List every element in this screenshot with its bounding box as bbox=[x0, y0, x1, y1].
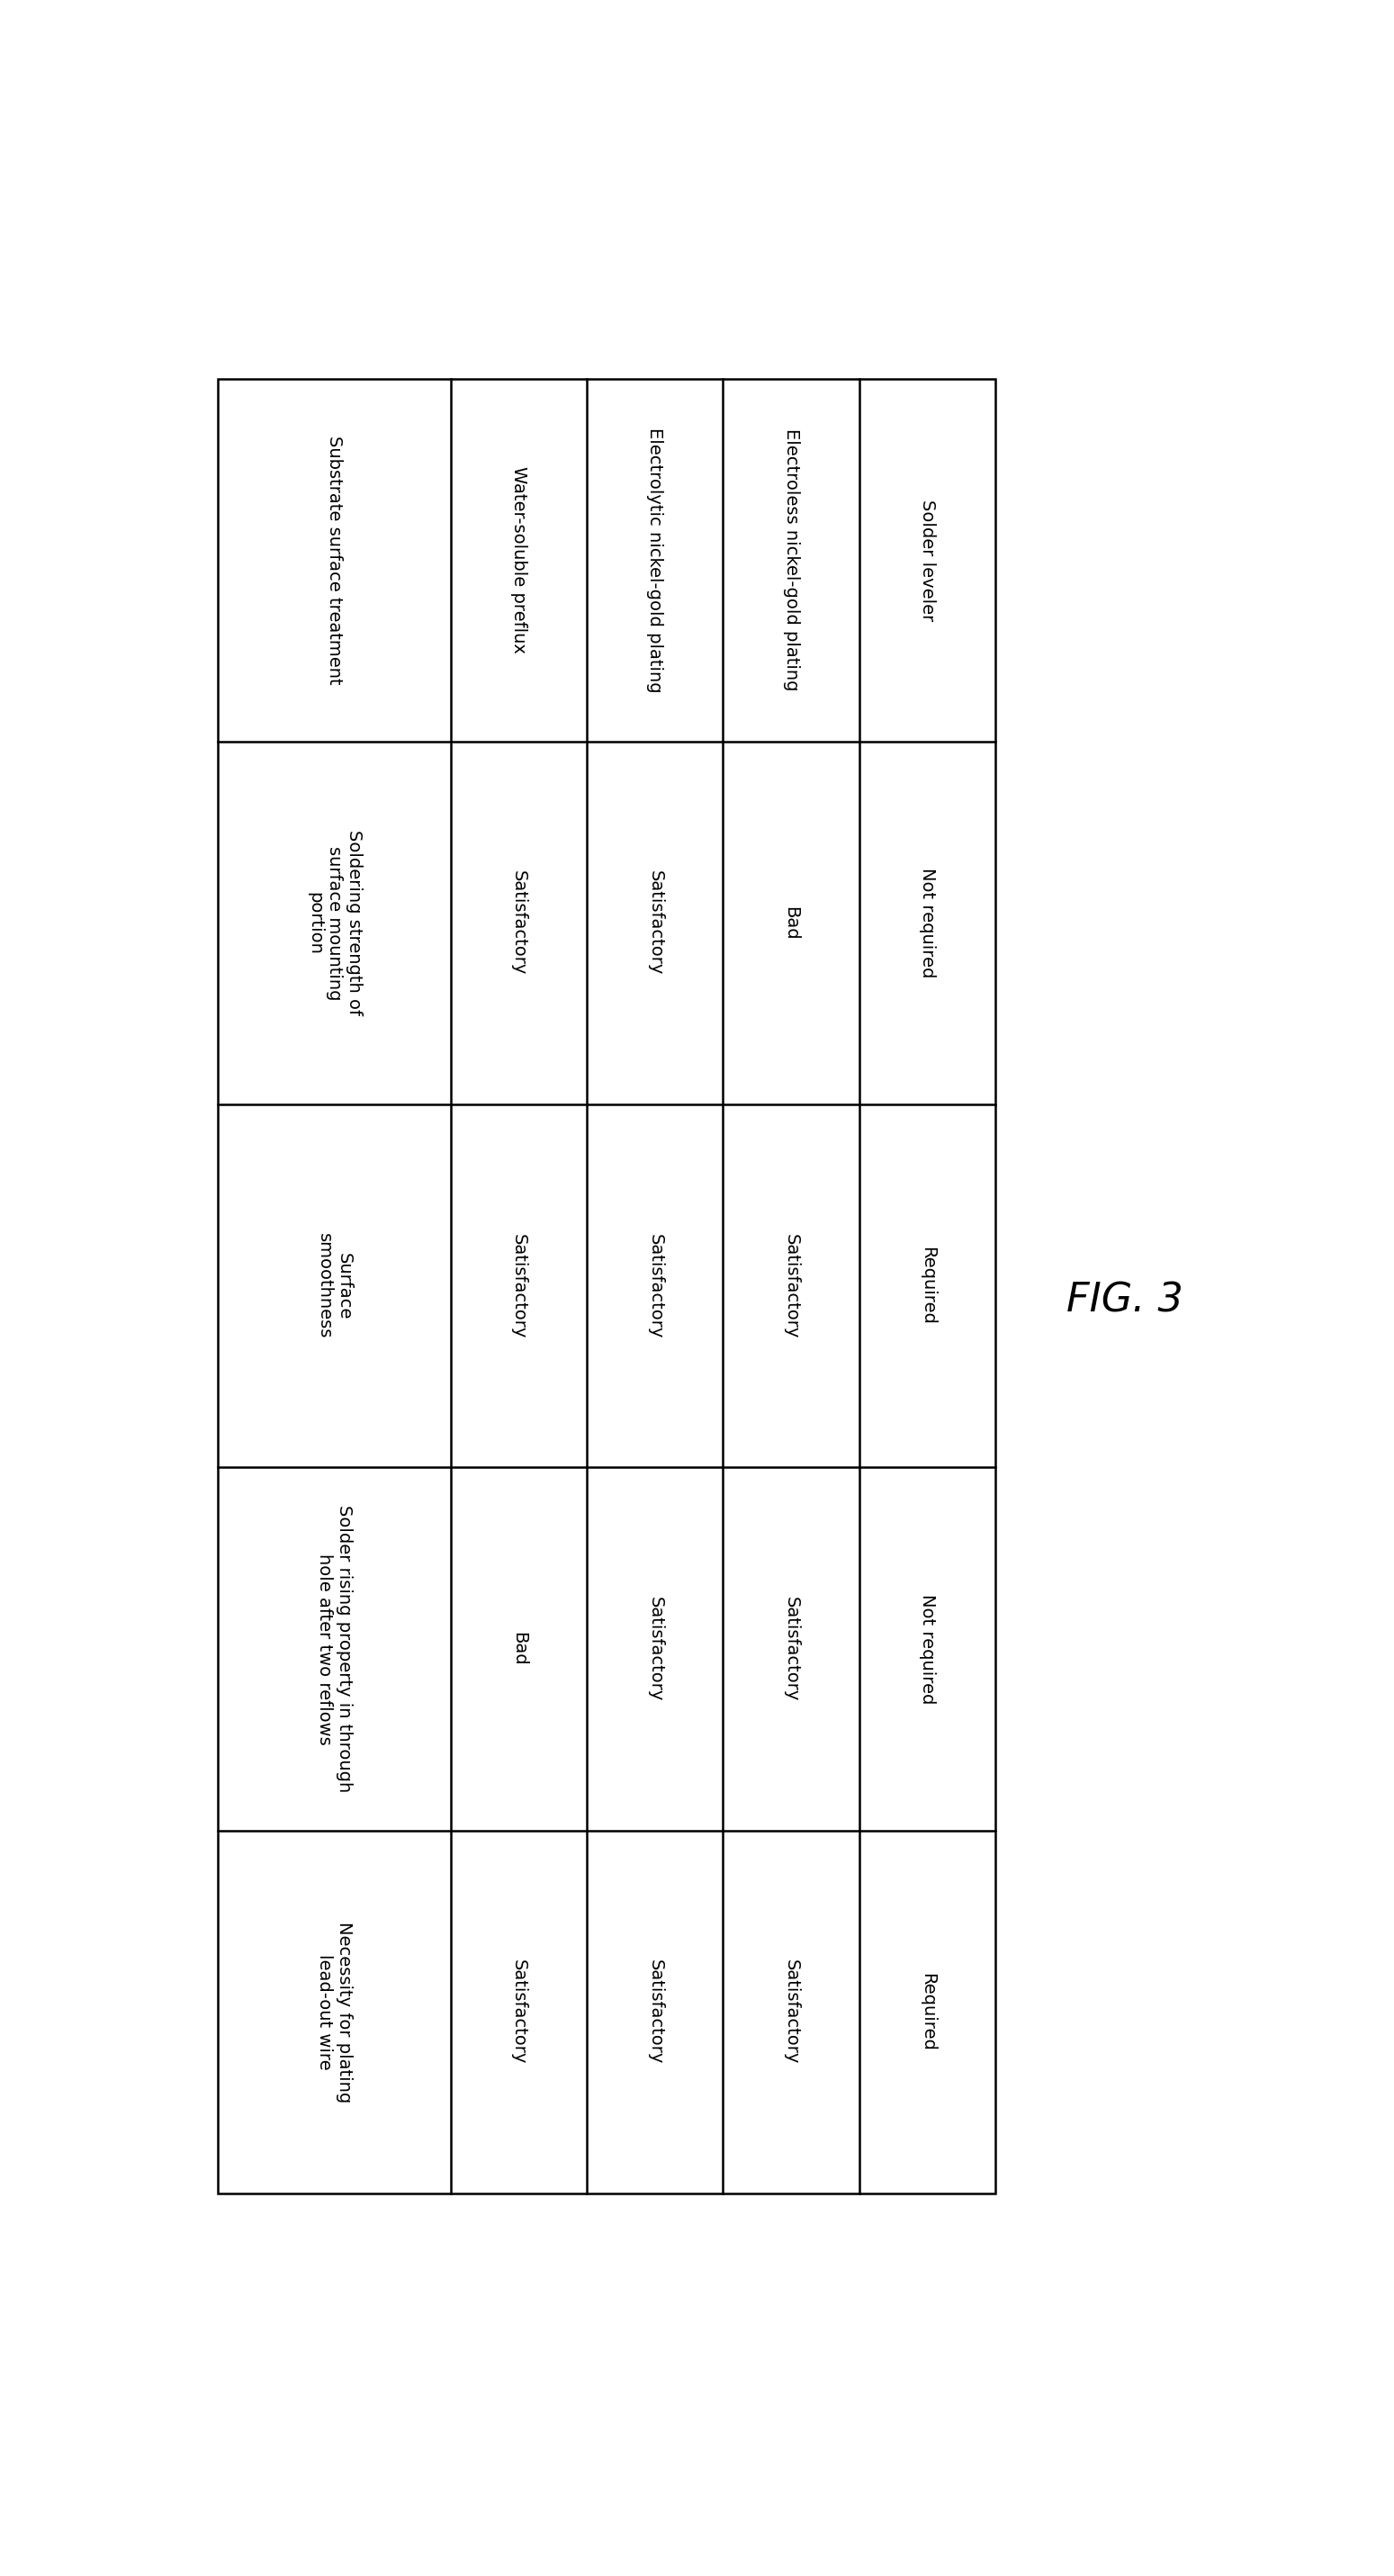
Text: Satisfactory: Satisfactory bbox=[510, 871, 527, 976]
Text: Water-soluble preflux: Water-soluble preflux bbox=[510, 466, 527, 654]
Text: FIG. 3: FIG. 3 bbox=[1066, 1280, 1184, 1321]
Text: Required: Required bbox=[919, 1973, 935, 2050]
Text: Not required: Not required bbox=[919, 1595, 935, 1705]
Text: Bad: Bad bbox=[782, 907, 800, 940]
Text: Satisfactory: Satisfactory bbox=[782, 1960, 800, 2063]
Text: Satisfactory: Satisfactory bbox=[647, 1597, 664, 1700]
Text: Satisfactory: Satisfactory bbox=[782, 1234, 800, 1340]
Text: Substrate surface treatment: Substrate surface treatment bbox=[326, 435, 343, 685]
Text: Bad: Bad bbox=[510, 1633, 527, 1667]
Text: Electroless nickel-gold plating: Electroless nickel-gold plating bbox=[782, 428, 800, 690]
Text: Surface
smoothness: Surface smoothness bbox=[315, 1234, 353, 1340]
Text: Solder rising property in through
hole after two reflows: Solder rising property in through hole a… bbox=[315, 1504, 353, 1793]
Text: Satisfactory: Satisfactory bbox=[510, 1960, 527, 2063]
Text: Electrolytic nickel-gold plating: Electrolytic nickel-gold plating bbox=[647, 428, 664, 693]
Text: Soldering strength of
surface mounting
portion: Soldering strength of surface mounting p… bbox=[305, 829, 362, 1015]
Text: Necessity for plating
lead-out wire: Necessity for plating lead-out wire bbox=[315, 1922, 353, 2102]
Text: Not required: Not required bbox=[919, 868, 935, 979]
Text: Satisfactory: Satisfactory bbox=[647, 871, 664, 976]
Text: Satisfactory: Satisfactory bbox=[647, 1960, 664, 2063]
Bar bbox=[217, 379, 995, 2195]
Text: Satisfactory: Satisfactory bbox=[647, 1234, 664, 1340]
Text: Required: Required bbox=[919, 1247, 935, 1324]
Text: Satisfactory: Satisfactory bbox=[782, 1597, 800, 1700]
Text: Solder leveler: Solder leveler bbox=[919, 500, 935, 621]
Text: Satisfactory: Satisfactory bbox=[510, 1234, 527, 1340]
